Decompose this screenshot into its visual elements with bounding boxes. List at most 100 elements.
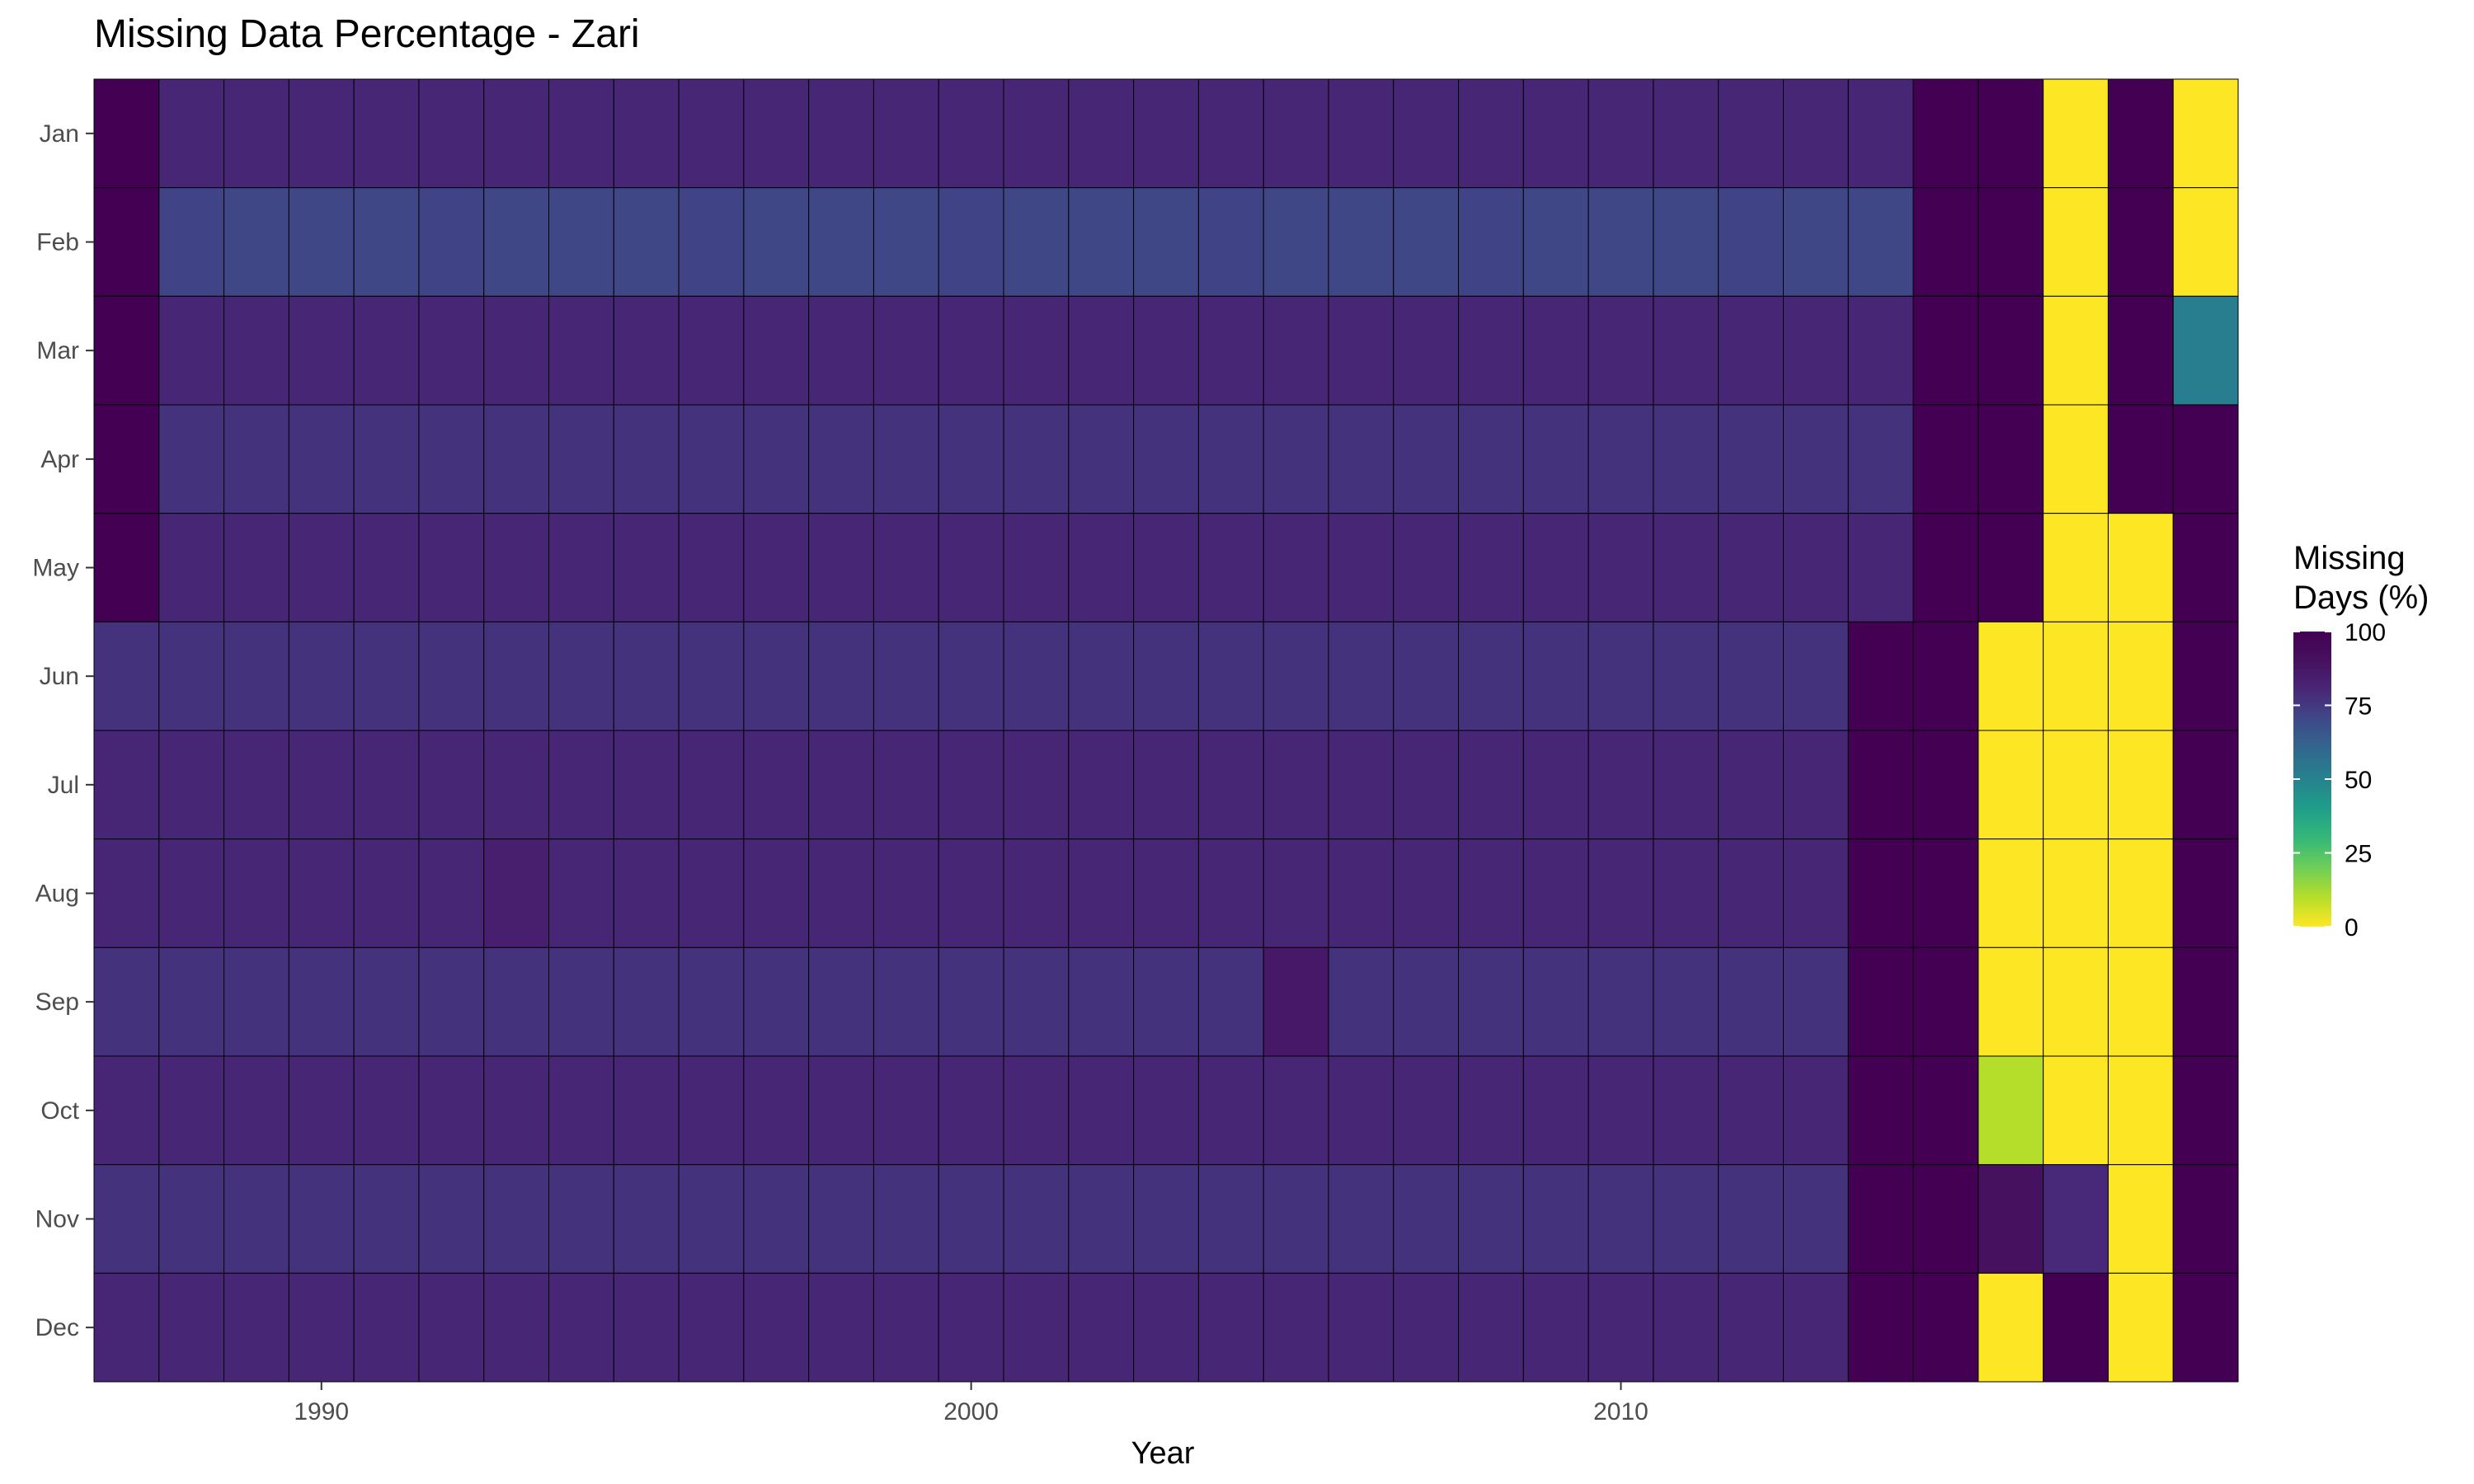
cell-may-2014: [1847, 513, 1914, 622]
cell-apr-2003: [1133, 404, 1199, 514]
cell-mar-2013: [1782, 295, 1849, 406]
cell-dec-1990: [288, 1272, 355, 1383]
cell-jul-2005: [1263, 730, 1329, 840]
cell-jun-1991: [353, 621, 420, 731]
cell-jun-1990: [288, 621, 355, 731]
cell-may-2015: [1912, 513, 1979, 622]
cell-jun-2013: [1782, 621, 1849, 731]
y-tick-label-dec: Dec: [35, 1314, 79, 1341]
cell-aug-2001: [1003, 838, 1070, 948]
cell-oct-2006: [1328, 1055, 1395, 1166]
cell-mar-1999: [872, 295, 939, 406]
cell-nov-2019: [2172, 1164, 2239, 1274]
cell-nov-1988: [158, 1164, 225, 1274]
cell-jan-1995: [613, 78, 680, 189]
cell-jul-2003: [1133, 730, 1199, 840]
cell-feb-2013: [1782, 187, 1849, 297]
cell-jan-1999: [872, 78, 939, 189]
cell-feb-2000: [938, 187, 1004, 297]
cell-jan-2013: [1782, 78, 1849, 189]
cell-apr-1995: [613, 404, 680, 514]
cell-oct-1996: [678, 1055, 745, 1166]
cell-sep-2004: [1197, 946, 1264, 1057]
cell-may-2004: [1197, 513, 1264, 622]
cell-aug-2012: [1718, 838, 1784, 948]
cell-feb-2004: [1197, 187, 1264, 297]
y-axis: Jan Feb Mar Apr May Jun Jul Aug Sep Oct Nov Dec: [32, 120, 94, 1341]
cell-apr-2015: [1912, 404, 1979, 514]
cell-mar-1991: [353, 295, 420, 406]
cell-sep-2002: [1068, 946, 1135, 1057]
cell-oct-2014: [1847, 1055, 1914, 1166]
cell-sep-1996: [678, 946, 745, 1057]
cell-jan-2018: [2107, 78, 2174, 189]
cell-apr-1992: [418, 404, 485, 514]
cell-nov-2016: [1978, 1164, 2044, 1274]
cell-nov-2004: [1197, 1164, 1264, 1274]
cell-jun-2016: [1978, 621, 2044, 731]
legend-tick-label-50: 50: [2345, 767, 2372, 794]
cell-dec-1994: [548, 1272, 614, 1383]
cell-jun-1997: [743, 621, 810, 731]
cell-sep-2019: [2172, 946, 2239, 1057]
cell-nov-2001: [1003, 1164, 1070, 1274]
cell-may-2012: [1718, 513, 1784, 622]
cell-jul-1999: [872, 730, 939, 840]
cell-aug-2010: [1587, 838, 1654, 948]
cell-aug-2013: [1782, 838, 1849, 948]
cell-feb-1997: [743, 187, 810, 297]
cell-dec-1998: [808, 1272, 874, 1383]
cell-mar-1995: [613, 295, 680, 406]
cell-sep-1994: [548, 946, 614, 1057]
cell-feb-2009: [1522, 187, 1589, 297]
cell-jun-2001: [1003, 621, 1070, 731]
cell-jul-2009: [1522, 730, 1589, 840]
cell-aug-2002: [1068, 838, 1135, 948]
cell-oct-1988: [158, 1055, 225, 1166]
cell-oct-1995: [613, 1055, 680, 1166]
cell-nov-2013: [1782, 1164, 1849, 1274]
cell-may-2001: [1003, 513, 1070, 622]
cell-nov-2014: [1847, 1164, 1914, 1274]
cell-jul-2019: [2172, 730, 2239, 840]
cell-oct-1997: [743, 1055, 810, 1166]
cell-jul-1987: [93, 730, 160, 840]
cell-feb-2018: [2107, 187, 2174, 297]
cell-jun-1989: [223, 621, 289, 731]
cell-nov-2003: [1133, 1164, 1199, 1274]
cell-nov-1991: [353, 1164, 420, 1274]
cell-dec-2002: [1068, 1272, 1135, 1383]
cell-oct-1994: [548, 1055, 614, 1166]
cell-apr-2006: [1328, 404, 1395, 514]
cell-jun-1992: [418, 621, 485, 731]
cell-jul-2001: [1003, 730, 1070, 840]
cell-nov-1995: [613, 1164, 680, 1274]
cell-sep-2005: [1263, 946, 1329, 1057]
cell-jul-2016: [1978, 730, 2044, 840]
cell-dec-2007: [1393, 1272, 1460, 1383]
cell-oct-2000: [938, 1055, 1004, 1166]
cell-mar-2018: [2107, 295, 2174, 406]
cell-dec-2012: [1718, 1272, 1784, 1383]
cell-jan-2010: [1587, 78, 1654, 189]
cell-jan-2005: [1263, 78, 1329, 189]
cell-may-2018: [2107, 513, 2174, 622]
cell-dec-1987: [93, 1272, 160, 1383]
cell-may-1997: [743, 513, 810, 622]
cell-feb-1991: [353, 187, 420, 297]
cell-apr-1999: [872, 404, 939, 514]
y-tick-label-aug: Aug: [35, 881, 79, 908]
cell-sep-2013: [1782, 946, 1849, 1057]
cell-feb-1993: [483, 187, 550, 297]
cell-may-2005: [1263, 513, 1329, 622]
cell-jul-2017: [2043, 730, 2109, 840]
cell-jun-2014: [1847, 621, 1914, 731]
cell-may-1999: [872, 513, 939, 622]
cell-jul-2006: [1328, 730, 1395, 840]
cell-apr-2002: [1068, 404, 1135, 514]
cell-mar-2003: [1133, 295, 1199, 406]
cell-jul-1995: [613, 730, 680, 840]
cell-jun-2002: [1068, 621, 1135, 731]
cell-may-2007: [1393, 513, 1460, 622]
color-legend: Missing Days (%) 100 75 50 25 0: [2293, 540, 2429, 942]
